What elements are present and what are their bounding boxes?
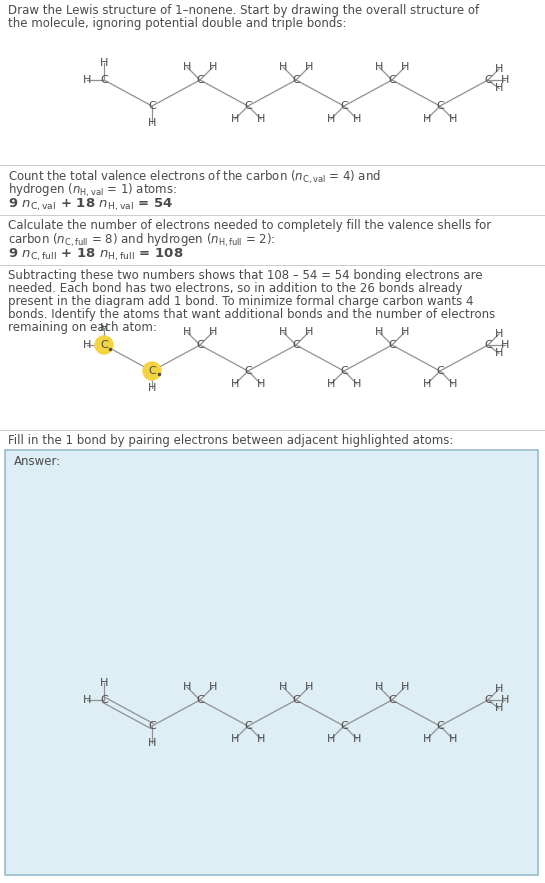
Text: H: H: [279, 327, 287, 337]
Text: H: H: [375, 682, 383, 692]
Text: hydrogen ($n_{\rm H,val}$ = 1) atoms:: hydrogen ($n_{\rm H,val}$ = 1) atoms:: [8, 182, 177, 200]
Text: H: H: [495, 84, 503, 94]
Bar: [5, 450, 538, 875]
Text: H: H: [401, 62, 409, 72]
Text: C: C: [196, 75, 204, 85]
Text: H: H: [209, 327, 217, 337]
Text: C: C: [148, 366, 156, 376]
Text: C: C: [244, 366, 252, 376]
Text: C: C: [148, 101, 156, 111]
Text: H: H: [100, 323, 108, 333]
Text: H: H: [495, 684, 503, 694]
Text: C: C: [340, 101, 348, 111]
Text: H: H: [401, 682, 409, 692]
Text: H: H: [257, 379, 265, 389]
Text: H: H: [401, 327, 409, 337]
Text: H: H: [231, 734, 239, 744]
Text: H: H: [183, 327, 191, 337]
Circle shape: [95, 336, 113, 354]
Text: H: H: [305, 327, 313, 337]
Text: H: H: [231, 379, 239, 389]
Text: C: C: [196, 340, 204, 350]
Text: Answer:: Answer:: [14, 455, 61, 468]
Text: H: H: [449, 114, 457, 124]
Text: H: H: [183, 682, 191, 692]
Text: Draw the Lewis structure of 1–nonene. Start by drawing the overall structure of: Draw the Lewis structure of 1–nonene. St…: [8, 4, 479, 17]
Text: C: C: [436, 101, 444, 111]
Text: H: H: [183, 62, 191, 72]
Text: H: H: [495, 64, 503, 74]
Text: remaining on each atom:: remaining on each atom:: [8, 321, 157, 334]
Text: the molecule, ignoring potential double and triple bonds:: the molecule, ignoring potential double …: [8, 17, 347, 30]
Text: Subtracting these two numbers shows that 108 – 54 = 54 bonding electrons are: Subtracting these two numbers shows that…: [8, 269, 483, 282]
Text: H: H: [148, 383, 156, 393]
Text: H: H: [305, 682, 313, 692]
Text: C: C: [148, 721, 156, 731]
Text: H: H: [375, 62, 383, 72]
Text: Count the total valence electrons of the carbon ($n_{\rm C,val}$ = 4) and: Count the total valence electrons of the…: [8, 169, 381, 186]
Text: H: H: [449, 379, 457, 389]
Text: H: H: [495, 349, 503, 358]
Text: H: H: [148, 738, 156, 748]
Text: C: C: [388, 75, 396, 85]
Text: bonds. Identify the atoms that want additional bonds and the number of electrons: bonds. Identify the atoms that want addi…: [8, 308, 495, 321]
Text: H: H: [501, 75, 509, 85]
Text: H: H: [279, 62, 287, 72]
Text: C: C: [292, 75, 300, 85]
Text: H: H: [423, 379, 431, 389]
Text: H: H: [305, 62, 313, 72]
Text: 9 $n_{\rm C,full}$ + 18 $n_{\rm H,full}$ = 108: 9 $n_{\rm C,full}$ + 18 $n_{\rm H,full}$…: [8, 247, 184, 263]
Text: H: H: [83, 340, 91, 350]
Text: H: H: [495, 704, 503, 713]
Text: H: H: [327, 734, 335, 744]
Text: H: H: [327, 379, 335, 389]
Text: C: C: [484, 75, 492, 85]
Text: H: H: [501, 340, 509, 350]
Text: C: C: [340, 366, 348, 376]
Text: C: C: [484, 340, 492, 350]
Text: carbon ($n_{\rm C,full}$ = 8) and hydrogen ($n_{\rm H,full}$ = 2):: carbon ($n_{\rm C,full}$ = 8) and hydrog…: [8, 232, 276, 249]
Text: C: C: [100, 695, 108, 705]
Text: C: C: [340, 721, 348, 731]
Text: H: H: [231, 114, 239, 124]
Text: H: H: [100, 58, 108, 68]
Text: H: H: [423, 114, 431, 124]
Text: needed. Each bond has two electrons, so in addition to the 26 bonds already: needed. Each bond has two electrons, so …: [8, 282, 463, 295]
Text: Calculate the number of electrons needed to completely fill the valence shells f: Calculate the number of electrons needed…: [8, 219, 491, 232]
Text: C: C: [100, 75, 108, 85]
Text: H: H: [257, 734, 265, 744]
Text: C: C: [388, 340, 396, 350]
Text: H: H: [257, 114, 265, 124]
Text: H: H: [279, 682, 287, 692]
Text: H: H: [100, 678, 108, 688]
Text: C: C: [100, 340, 108, 350]
Text: C: C: [244, 101, 252, 111]
Text: H: H: [501, 695, 509, 705]
Circle shape: [143, 362, 161, 380]
Text: H: H: [353, 734, 361, 744]
Text: C: C: [436, 366, 444, 376]
Text: H: H: [353, 114, 361, 124]
Text: C: C: [388, 695, 396, 705]
Text: H: H: [327, 114, 335, 124]
Text: C: C: [244, 721, 252, 731]
Text: H: H: [353, 379, 361, 389]
Text: C: C: [292, 695, 300, 705]
Text: 9 $n_{\rm C,val}$ + 18 $n_{\rm H,val}$ = 54: 9 $n_{\rm C,val}$ + 18 $n_{\rm H,val}$ =…: [8, 197, 173, 214]
Text: Fill in the 1 bond by pairing electrons between adjacent highlighted atoms:: Fill in the 1 bond by pairing electrons …: [8, 434, 453, 447]
Text: H: H: [209, 682, 217, 692]
Text: C: C: [292, 340, 300, 350]
Text: C: C: [436, 721, 444, 731]
Text: H: H: [423, 734, 431, 744]
Text: C: C: [196, 695, 204, 705]
Text: H: H: [495, 329, 503, 339]
Text: H: H: [148, 118, 156, 128]
Text: H: H: [375, 327, 383, 337]
Text: H: H: [209, 62, 217, 72]
Text: C: C: [484, 695, 492, 705]
Text: H: H: [83, 695, 91, 705]
Text: present in the diagram add 1 bond. To minimize formal charge carbon wants 4: present in the diagram add 1 bond. To mi…: [8, 295, 474, 308]
Text: H: H: [83, 75, 91, 85]
Text: H: H: [449, 734, 457, 744]
